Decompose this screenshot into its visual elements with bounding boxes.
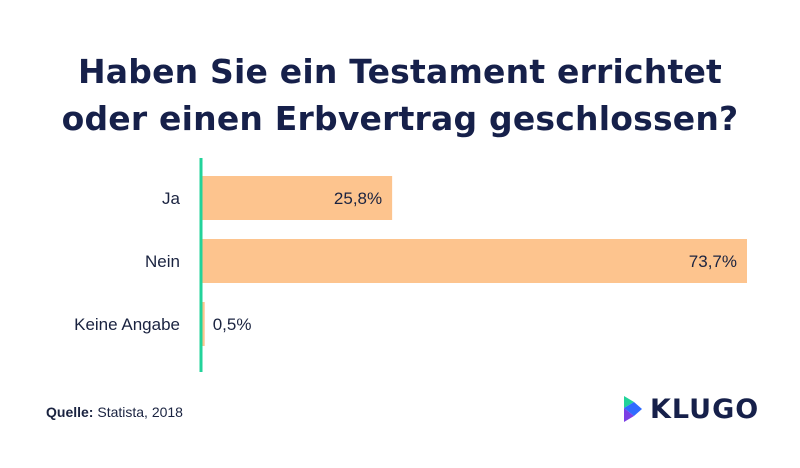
bar-0 bbox=[201, 176, 393, 220]
bar-1 bbox=[201, 239, 747, 283]
value-label-0: 25,8% bbox=[334, 189, 382, 208]
category-label-1: Nein bbox=[145, 252, 180, 271]
value-label-2: 0,5% bbox=[213, 315, 252, 334]
source-note: Quelle: Statista, 2018 bbox=[46, 404, 183, 420]
category-label-0: Ja bbox=[162, 189, 181, 208]
chart-title-line-1: Haben Sie ein Testament errichtet bbox=[77, 52, 723, 91]
value-label-1: 73,7% bbox=[689, 252, 737, 271]
brand-logo: KLUGO bbox=[622, 392, 759, 426]
chart-title-line-2: oder einen Erbvertrag geschlossen? bbox=[61, 99, 739, 138]
source-label: Quelle: bbox=[46, 404, 94, 420]
brand-name: KLUGO bbox=[650, 393, 760, 425]
category-label-2: Keine Angabe bbox=[74, 315, 180, 334]
bar-2 bbox=[201, 302, 205, 346]
source-text: Statista, 2018 bbox=[97, 404, 183, 420]
klugo-logo-icon bbox=[624, 396, 642, 422]
chart-title: Haben Sie ein Testament errichtet oder e… bbox=[0, 48, 800, 142]
